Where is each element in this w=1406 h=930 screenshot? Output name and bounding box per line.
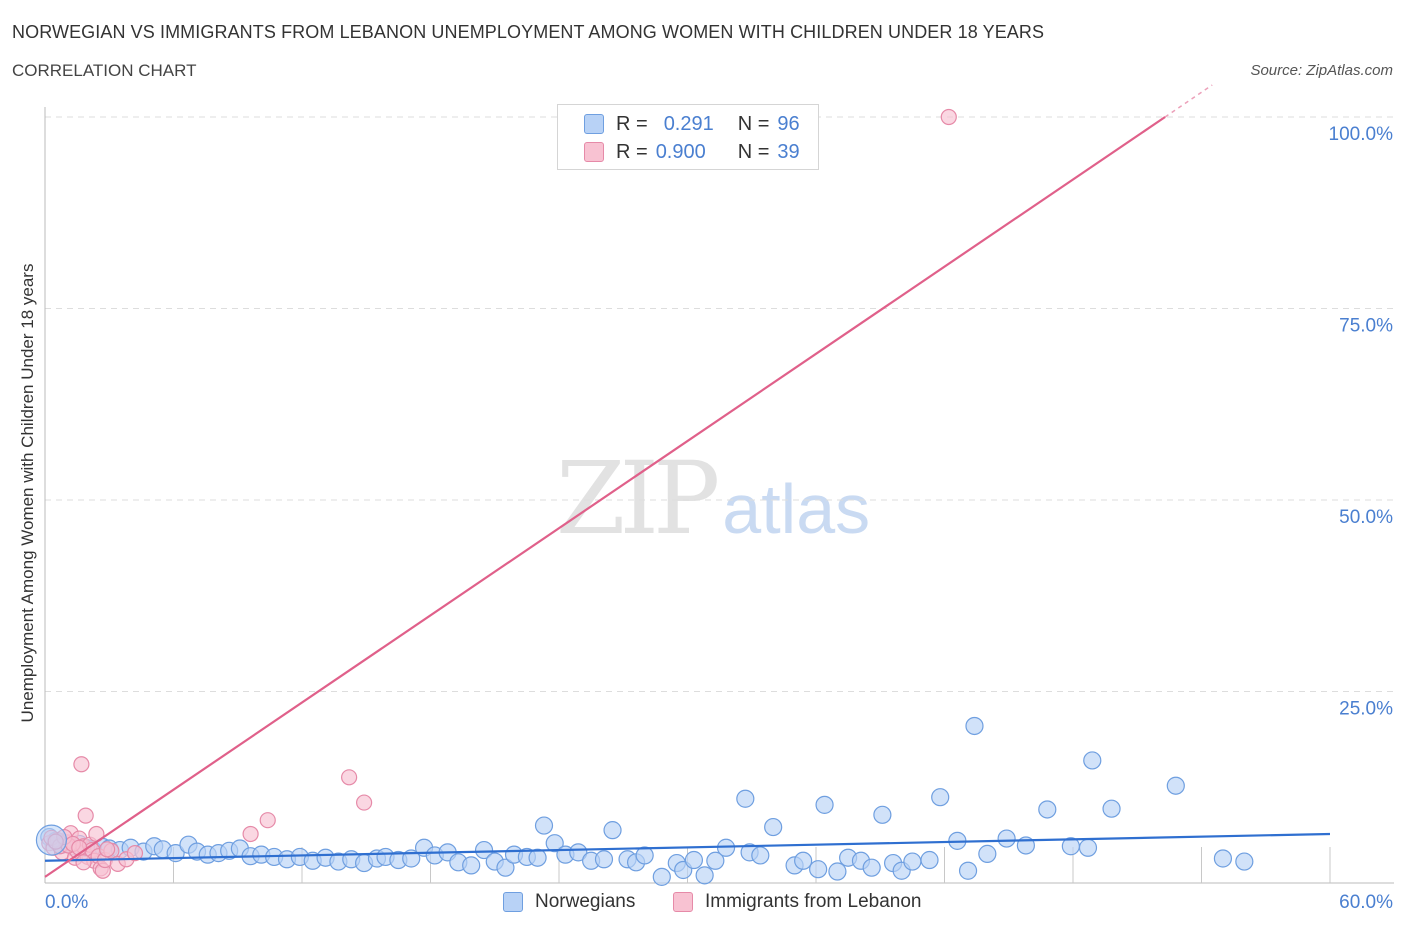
watermark-atlas: atlas: [722, 470, 871, 548]
point-lebanon: [73, 756, 90, 773]
series-swatch-lebanon: [673, 892, 693, 912]
point-norwegians: [873, 805, 892, 824]
point-lebanon: [242, 825, 259, 843]
point-norwegians: [1235, 852, 1254, 871]
legend-swatch-lebanon: [584, 142, 604, 162]
legend-row-lebanon: R = 0.900 N = 39: [584, 139, 800, 165]
series-label-norwegians: Norwegians: [535, 891, 636, 912]
y-axis-label: Unemployment Among Women with Children U…: [18, 263, 37, 723]
point-norwegians: [545, 834, 564, 853]
point-norwegians: [828, 862, 847, 881]
legend-r-label: R =: [616, 140, 648, 163]
point-norwegians: [534, 816, 554, 835]
correlation-legend: R = 0.291 N = 96 R = 0.900 N = 39: [557, 104, 819, 170]
point-lebanon: [77, 807, 94, 824]
point-lebanon: [259, 812, 276, 829]
point-norwegians: [1038, 800, 1057, 819]
point-norwegians: [958, 861, 978, 880]
series-legend: Norwegians Immigrants from Lebanon: [0, 888, 1406, 916]
trendline-lebanon: [44, 116, 1166, 878]
point-norwegians: [1078, 838, 1098, 857]
point-norwegians: [496, 858, 515, 877]
point-lebanon: [940, 108, 957, 126]
point-norwegians: [794, 851, 813, 870]
legend-r-value-lebanon: 0.900: [655, 140, 706, 163]
point-norwegians: [1166, 776, 1185, 795]
point-norwegians: [706, 851, 725, 870]
legend-r-label: R =: [616, 112, 648, 135]
point-norwegians: [931, 788, 950, 807]
source-credit: Source: ZipAtlas.com: [1250, 62, 1393, 79]
point-norwegians: [695, 866, 714, 885]
point-norwegians: [815, 795, 834, 814]
point-norwegians: [684, 850, 704, 870]
point-norwegians: [603, 821, 622, 840]
point-norwegians: [528, 848, 547, 867]
point-norwegians: [35, 824, 68, 856]
point-lebanon: [99, 841, 116, 858]
point-lebanon: [75, 854, 92, 871]
legend-n-label: N =: [737, 112, 770, 135]
point-norwegians: [652, 867, 671, 886]
point-norwegians: [903, 852, 922, 871]
point-norwegians: [764, 817, 783, 837]
legend-n-value-lebanon: 39: [777, 140, 800, 163]
point-norwegians: [1102, 799, 1121, 818]
trendline-norwegians: [44, 832, 1331, 862]
point-norwegians: [462, 856, 481, 875]
legend-n-label: N =: [737, 140, 770, 163]
point-norwegians: [862, 858, 881, 877]
legend-n-value-norwegians: 96: [777, 112, 800, 135]
point-lebanon: [356, 794, 373, 811]
point-norwegians: [736, 789, 755, 808]
point-norwegians: [1213, 849, 1233, 868]
legend-swatch-norwegians: [584, 114, 604, 134]
trendline-extension-lebanon: [1164, 84, 1213, 118]
legend-r-value-norwegians: 0.291: [663, 112, 714, 135]
point-norwegians: [635, 846, 654, 865]
point-lebanon: [341, 769, 358, 786]
point-norwegians: [1083, 751, 1102, 770]
zipatlas-watermark: ZIP atlas: [556, 440, 870, 557]
y-tick-label: 75.0%: [1339, 316, 1393, 337]
series-legend-norwegians[interactable]: Norwegians: [503, 888, 635, 916]
point-norwegians: [997, 829, 1016, 848]
y-tick-label: 100.0%: [1329, 124, 1394, 145]
y-tick-label: 25.0%: [1339, 699, 1393, 720]
point-norwegians: [474, 840, 494, 860]
x-tick-label: 0.0%: [45, 892, 88, 913]
y-tick-label: 50.0%: [1339, 507, 1393, 528]
point-norwegians: [965, 716, 984, 736]
series-legend-lebanon[interactable]: Immigrants from Lebanon: [673, 888, 922, 916]
point-norwegians: [569, 843, 588, 862]
chart-subtitle: CORRELATION CHART: [12, 61, 197, 80]
series-label-lebanon: Immigrants from Lebanon: [705, 891, 922, 912]
point-norwegians: [751, 846, 770, 865]
chart-title: NORWEGIAN VS IMMIGRANTS FROM LEBANON UNE…: [12, 22, 1045, 42]
point-lebanon: [126, 845, 144, 862]
x-tick-label: 60.0%: [1339, 892, 1393, 913]
watermark-zip: ZIP: [556, 440, 720, 557]
point-norwegians: [594, 850, 614, 869]
series-swatch-norwegians: [503, 892, 523, 912]
point-norwegians: [809, 860, 828, 879]
legend-row-norwegians: R = 0.291 N = 96: [584, 111, 800, 137]
point-norwegians: [978, 844, 997, 863]
point-norwegians: [920, 850, 939, 870]
